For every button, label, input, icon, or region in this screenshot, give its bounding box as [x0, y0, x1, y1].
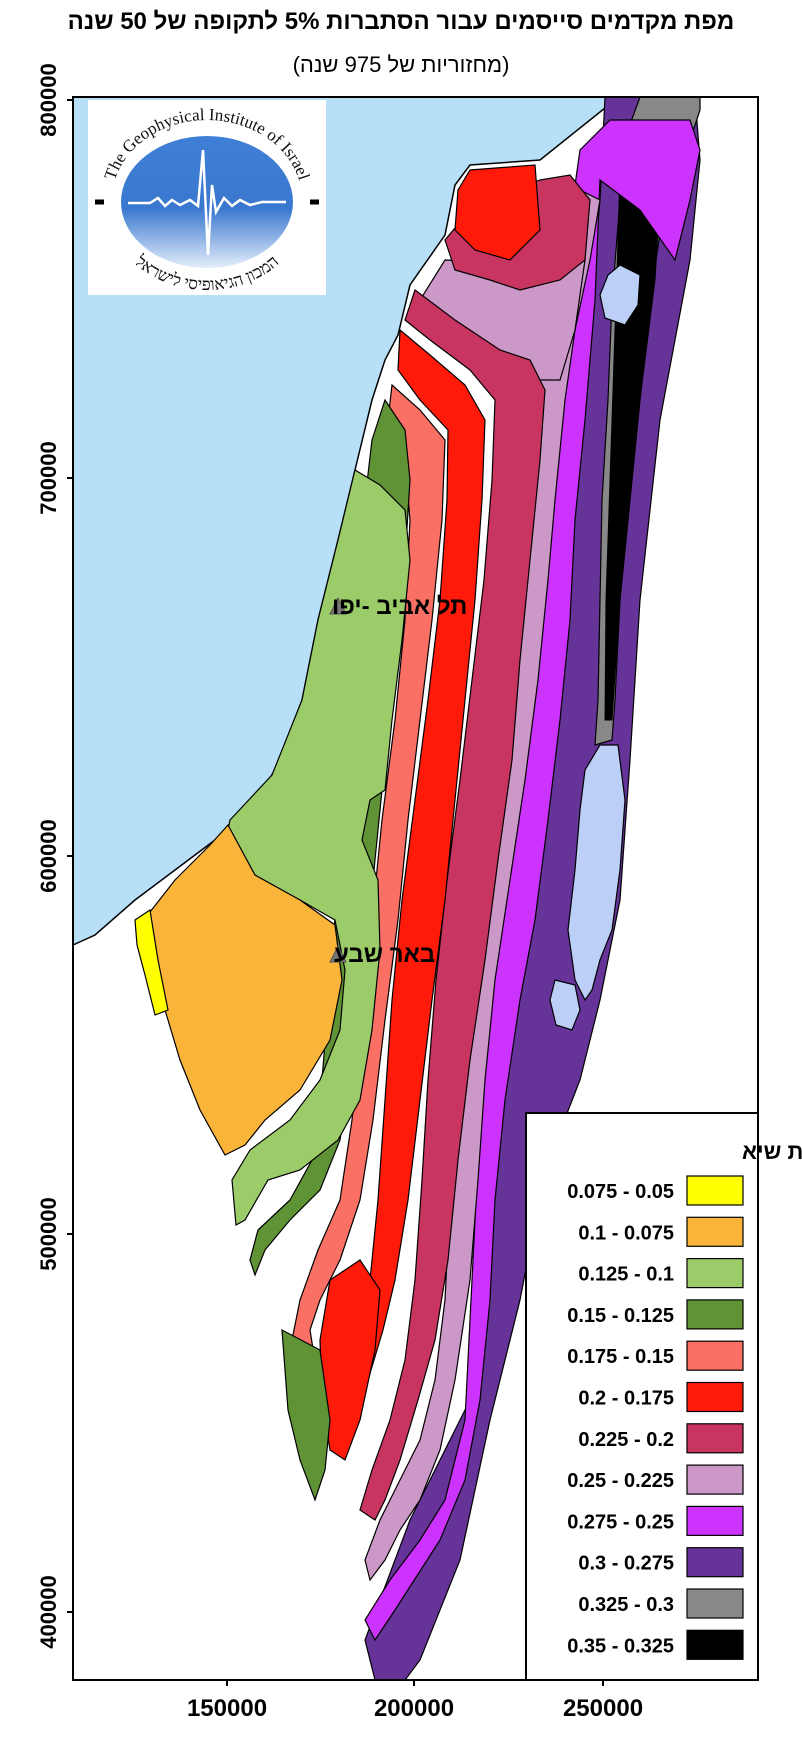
- seismograph-wave-icon: [128, 149, 286, 256]
- legend-item: 0.275 - 0.25: [567, 1505, 744, 1537]
- x-axis: 150000 200000 250000: [187, 1680, 643, 1722]
- legend-swatch: [686, 1505, 744, 1537]
- legend-swatch: [686, 1340, 744, 1371]
- map-title: מפת מקדמים סייסמים עבור הסתברות 5% לתקופ…: [67, 8, 735, 35]
- legend-label: 0.1 - 0.075: [578, 1222, 674, 1244]
- legend-item: 0.1 - 0.075: [578, 1216, 744, 1247]
- legend-item: 0.125 - 0.1: [578, 1257, 744, 1289]
- logo-ellipse: [121, 136, 293, 268]
- y-tick-800000: 800000: [36, 63, 61, 136]
- legend-label: 0.25 - 0.225: [567, 1470, 674, 1492]
- legend-swatch: [686, 1423, 744, 1454]
- legend-label: 0.325 - 0.3: [578, 1594, 674, 1616]
- gii-logo: The Geophysical Institute of Israel המכו…: [88, 100, 326, 295]
- city-tel-aviv: תל אביב -יפו: [329, 593, 467, 620]
- map-subtitle: (מחזוריות של 975 שנה): [292, 52, 510, 77]
- zone-0.15-south: [281, 1328, 331, 1502]
- triangle-marker-icon: [329, 596, 347, 615]
- legend-swatch: [686, 1299, 744, 1330]
- legend-swatch: [686, 1588, 744, 1619]
- legend-swatch: [686, 1381, 744, 1413]
- legend-item: 0.325 - 0.3: [578, 1588, 744, 1619]
- legend-swatch: [686, 1175, 744, 1206]
- legend-label: 0.15 - 0.125: [567, 1305, 674, 1327]
- zone-0.225: [359, 289, 546, 1521]
- legend-item: 0.175 - 0.15: [567, 1340, 744, 1371]
- legend-swatch: [686, 1629, 744, 1660]
- legend-label: 0.175 - 0.15: [567, 1346, 674, 1368]
- y-tick-600000: 600000: [36, 819, 61, 892]
- sea-of-galilee: [599, 264, 641, 326]
- legend-label: 0.275 - 0.25: [567, 1511, 674, 1533]
- legend-swatch: [686, 1464, 744, 1495]
- legend-swatch: [686, 1257, 744, 1289]
- zone-0.1: [149, 823, 343, 1156]
- plot-border: [72, 96, 759, 1681]
- y-tick-500000: 500000: [36, 1197, 61, 1270]
- legend-item: 0.075 - 0.05: [567, 1175, 744, 1206]
- legend-label: 0.3 - 0.275: [578, 1553, 674, 1575]
- legend-item: 0.3 - 0.275: [578, 1547, 744, 1578]
- legend-swatch: [686, 1547, 744, 1578]
- legend-label: 0.225 - 0.2: [578, 1429, 674, 1451]
- zone-0.075: [134, 908, 169, 1016]
- zone-0.2-north: [454, 164, 541, 261]
- legend-item: 0.25 - 0.225: [567, 1464, 744, 1495]
- legend-swatch: [686, 1216, 744, 1247]
- y-tick-700000: 700000: [36, 441, 61, 514]
- legend-title: תאוצות שיא: [742, 1139, 802, 1164]
- dead-sea: [567, 744, 626, 1002]
- y-tick-400000: 400000: [36, 1575, 61, 1648]
- legend-item: 0.15 - 0.125: [567, 1299, 744, 1330]
- city-beer-sheva: באר שבע: [329, 941, 435, 968]
- triangle-marker-icon: [329, 944, 347, 963]
- city-label-beer-sheva: באר שבע: [334, 941, 435, 968]
- legend-label: 0.35 - 0.325: [567, 1635, 674, 1657]
- legend-label: 0.2 - 0.175: [578, 1388, 674, 1410]
- legend-items: 0.075 - 0.05 0.1 - 0.075 0.125 - 0.1 0.15 -…: [567, 1175, 744, 1660]
- legend-item: 0.2 - 0.175: [578, 1381, 744, 1413]
- dead-sea-south: [549, 979, 581, 1031]
- x-tick-200000: 200000: [374, 1695, 454, 1722]
- legend-item: 0.35 - 0.325: [567, 1629, 744, 1660]
- legend-item: 0.225 - 0.2: [578, 1423, 744, 1454]
- legend: תאוצות שיא 0.075 - 0.05 0.1 - 0.075 0.125 …: [525, 1112, 802, 1681]
- legend-label: 0.125 - 0.1: [578, 1264, 674, 1286]
- zone-0.125: [227, 469, 411, 1226]
- y-axis: 800000 700000 600000 500000 400000: [36, 63, 73, 1649]
- x-tick-150000: 150000: [187, 1695, 267, 1722]
- legend-label: 0.075 - 0.05: [567, 1181, 674, 1203]
- city-label-tel-aviv: תל אביב -יפו: [332, 593, 467, 620]
- x-tick-250000: 250000: [563, 1695, 643, 1722]
